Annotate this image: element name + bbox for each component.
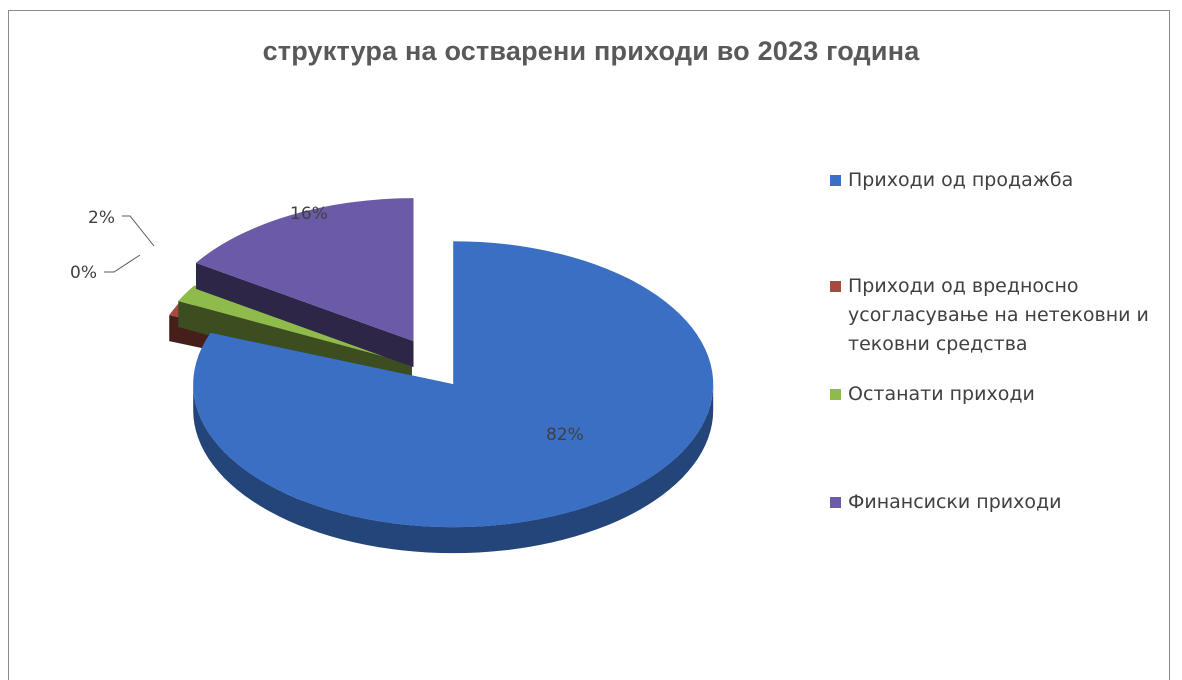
data-label-sales: 82% [546, 425, 584, 445]
slice-top [193, 241, 714, 528]
pie-slices [169, 198, 714, 554]
data-label-other: 2% [88, 208, 115, 228]
pie-data-labels: 82% 16% 2% 0% [70, 204, 584, 445]
legend-item-financial: Финансиски приходи [830, 488, 1168, 517]
chart-frame [8, 10, 1170, 680]
slice-side-wall [195, 262, 414, 368]
chart-title: структура на остварени приходи во 2023 г… [262, 36, 920, 66]
slice-sales [193, 241, 714, 554]
legend-swatch [830, 175, 841, 186]
legend-label: Приходи од вредносно усогласување на нет… [848, 275, 1149, 355]
slice-rim [193, 384, 714, 554]
legend-swatch [830, 281, 841, 292]
legend-swatch [830, 389, 841, 400]
pie-chart: 82% 16% 2% 0% [70, 198, 714, 554]
leader-line-other [122, 215, 155, 247]
legend-label: Приходи од продажба [848, 169, 1074, 191]
legend-swatch [830, 497, 841, 508]
legend-item-other: Останати приходи [830, 380, 1168, 409]
data-label-financial: 16% [290, 204, 328, 224]
slice-financial [195, 198, 414, 368]
legend-item-value-adjustment: Приходи од вредносно усогласување на нет… [830, 272, 1168, 359]
legend-item-sales: Приходи од продажба [830, 166, 1168, 195]
legend-label: Финансиски приходи [848, 491, 1062, 513]
legend-label: Останати приходи [848, 383, 1035, 405]
data-label-value-adjustment: 0% [70, 263, 97, 283]
leader-line-value-adjustment [104, 254, 141, 273]
slice-top [195, 198, 414, 342]
